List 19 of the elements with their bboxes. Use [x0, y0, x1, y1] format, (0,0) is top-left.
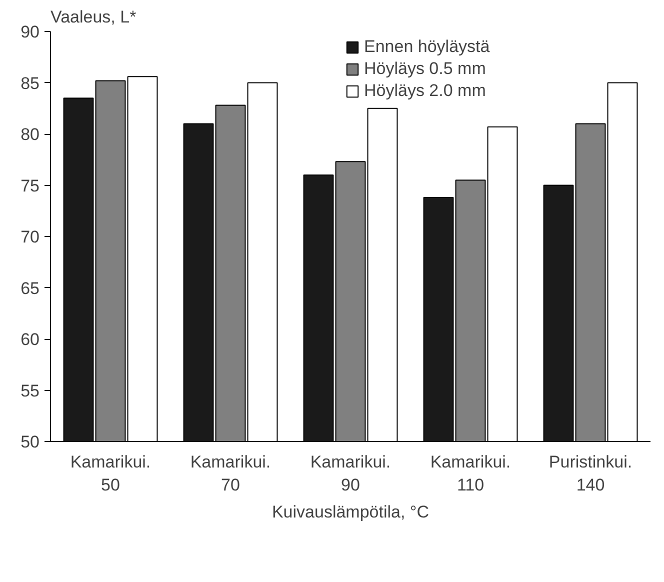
x-tick-label: Kamarikui. 110: [430, 452, 511, 494]
legend-label: Höyläys 2.0 mm: [364, 81, 486, 101]
legend-label: Höyläys 0.5 mm: [364, 59, 486, 79]
legend-label: Ennen höyläystä: [364, 37, 490, 57]
x-tick-label: Puristinkui. 140: [548, 452, 632, 494]
y-tick-label: 70: [20, 228, 40, 246]
y-tick-label: 90: [20, 22, 40, 42]
x-tick-label: Kamarikui. 50: [70, 452, 151, 494]
y-axis-title: Vaaleus, L*: [50, 8, 137, 26]
y-tick-label: 75: [20, 176, 40, 196]
x-tick-label: Kamarikui. 90: [310, 452, 391, 494]
y-tick-label: 85: [20, 74, 40, 93]
y-tick-label: 60: [20, 330, 40, 349]
y-tick-label: 50: [20, 432, 40, 452]
y-tick-label: 80: [20, 125, 40, 144]
x-axis-title: Kuivauslämpötila, °C: [272, 502, 430, 522]
y-tick-label: 65: [20, 278, 40, 298]
x-tick-label: Kamarikui. 70: [190, 452, 271, 494]
y-tick-label: 55: [20, 381, 40, 400]
